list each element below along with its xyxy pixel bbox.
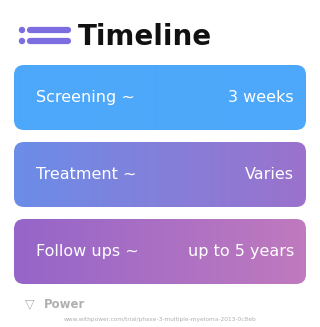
Text: Varies: Varies: [245, 167, 294, 182]
Text: Follow ups ~: Follow ups ~: [36, 244, 139, 259]
Text: Treatment ~: Treatment ~: [36, 167, 137, 182]
Text: Timeline: Timeline: [78, 23, 212, 51]
Circle shape: [20, 27, 25, 32]
Circle shape: [20, 39, 25, 43]
Text: 3 weeks: 3 weeks: [228, 90, 294, 105]
Text: Power: Power: [44, 299, 85, 312]
Text: www.withpower.com/trial/phase-3-multiple-myeloma-2013-0c8eb: www.withpower.com/trial/phase-3-multiple…: [64, 318, 256, 322]
Text: Screening ~: Screening ~: [36, 90, 135, 105]
Text: up to 5 years: up to 5 years: [188, 244, 294, 259]
Text: ▽: ▽: [25, 299, 35, 312]
